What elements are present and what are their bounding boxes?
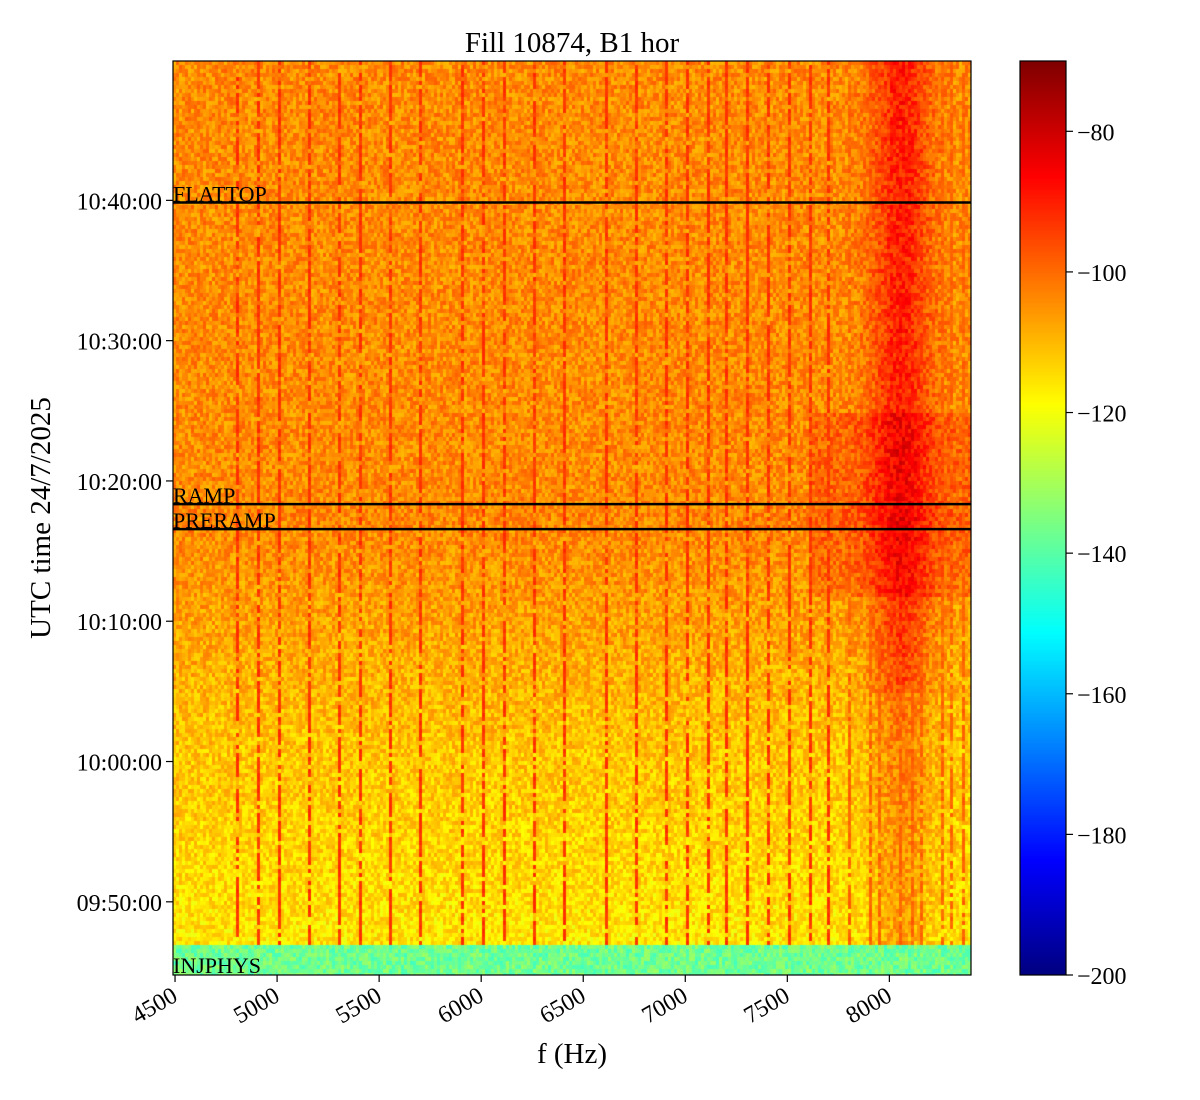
x-tick-label: 6500: [536, 983, 591, 1030]
colorbar-tick-label: −140: [1077, 542, 1127, 568]
x-tick-label: 4500: [127, 983, 182, 1030]
colorbar-tick-label: −120: [1077, 402, 1127, 428]
x-tick-label: 6000: [434, 983, 489, 1030]
x-tick-label: 7000: [638, 983, 693, 1030]
x-tick-label: 7500: [740, 983, 795, 1030]
annotation-label-ramp: RAMP: [173, 483, 235, 508]
x-tick-label: 5000: [230, 983, 285, 1030]
y-tick-label: 10:20:00: [77, 470, 162, 496]
chart-title: Fill 10874, B1 hor: [465, 27, 680, 59]
x-tick-label: 8000: [842, 983, 897, 1030]
plot-frame: [172, 60, 972, 976]
colorbar-frame: [1019, 60, 1067, 976]
spectrogram-heatmap: [173, 61, 971, 975]
y-tick-label: 09:50:00: [77, 891, 162, 917]
colorbar: [1020, 61, 1066, 975]
annotation-label-preramp: PRERAMP: [173, 508, 276, 533]
y-tick-label: 10:00:00: [77, 751, 162, 777]
colorbar-tick-label: −200: [1077, 964, 1127, 990]
y-tick-label: 10:40:00: [77, 189, 162, 215]
colorbar-tick-label: −100: [1077, 261, 1127, 287]
y-tick-label: 10:10:00: [77, 610, 162, 636]
annotation-label-flattop: FLATTOP: [173, 181, 267, 206]
y-tick-label: 10:30:00: [77, 330, 162, 356]
colorbar-tick-label: −160: [1077, 683, 1127, 709]
y-axis-label: UTC time 24/7/2025: [25, 397, 57, 639]
x-axis-label: f (Hz): [537, 1038, 607, 1070]
x-tick-label: 5500: [332, 983, 387, 1030]
colorbar-tick-label: −80: [1077, 120, 1115, 146]
colorbar-tick-label: −180: [1077, 823, 1127, 849]
annotation-label-injphys: INJPHYS: [173, 953, 261, 978]
